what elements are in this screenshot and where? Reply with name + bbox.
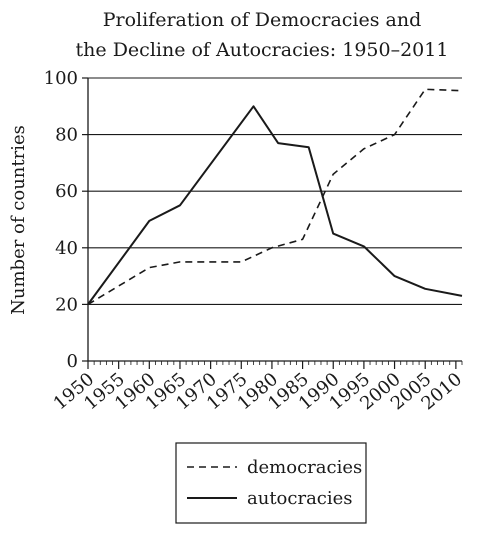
legend-box bbox=[176, 443, 366, 523]
y-tick-label-100: 100 bbox=[44, 68, 78, 89]
legend-label-autocracies: autocracies bbox=[247, 488, 353, 509]
axes: 0204060801001950195519601965197019751980… bbox=[44, 68, 466, 414]
series-line-autocracies bbox=[88, 106, 462, 304]
y-tick-label-0: 0 bbox=[67, 351, 78, 372]
data-series bbox=[88, 89, 462, 304]
y-tick-label-80: 80 bbox=[55, 125, 78, 146]
chart-title-line-1: Proliferation of Democracies and bbox=[103, 9, 422, 31]
y-tick-label-40: 40 bbox=[55, 238, 78, 259]
y-tick-label-60: 60 bbox=[55, 181, 78, 202]
y-tick-label-20: 20 bbox=[55, 294, 78, 315]
legend: democracies autocracies bbox=[176, 443, 366, 523]
series-line-democracies bbox=[88, 89, 462, 304]
chart-title-line-2: the Decline of Autocracies: 1950–2011 bbox=[76, 39, 449, 61]
legend-label-democracies: democracies bbox=[247, 457, 362, 478]
y-axis-label: Number of countries bbox=[8, 125, 29, 315]
